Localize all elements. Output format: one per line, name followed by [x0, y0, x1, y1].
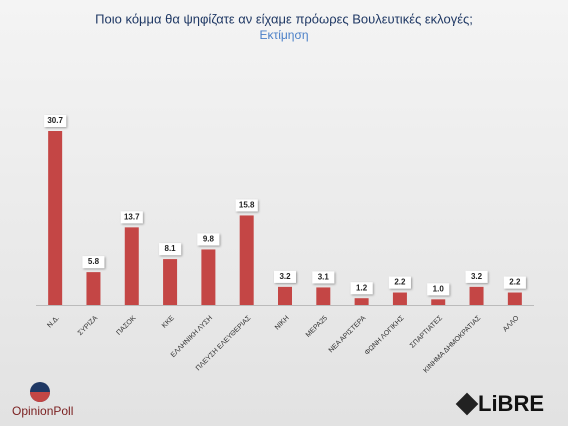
value-label: 1.2 — [356, 283, 368, 292]
value-label-box — [427, 283, 450, 296]
bar — [239, 215, 254, 305]
value-label-box — [159, 243, 182, 256]
opinionpoll-logo: OpinionPoll — [12, 382, 73, 418]
bar — [201, 249, 216, 305]
value-label: 3.1 — [318, 273, 330, 282]
logo-half — [30, 392, 50, 402]
value-label: 15.8 — [239, 201, 255, 210]
bar — [316, 287, 331, 305]
bar — [124, 227, 139, 305]
value-label-box — [388, 276, 411, 289]
bar — [86, 272, 101, 305]
value-label: 3.2 — [471, 272, 483, 281]
value-label: 2.2 — [509, 278, 521, 287]
bar — [469, 286, 484, 305]
bar — [507, 292, 522, 305]
value-label: 9.8 — [203, 235, 215, 244]
value-label: 8.1 — [165, 244, 177, 253]
value-label: 30.7 — [47, 116, 63, 125]
value-label: 5.8 — [88, 257, 100, 266]
value-label-box — [274, 270, 296, 283]
value-label: 1.0 — [433, 284, 445, 293]
logo-text: OpinionPoll — [12, 404, 73, 418]
value-label-box — [350, 282, 373, 295]
value-label-box — [465, 270, 488, 283]
chart-subtitle: Εκτίμηση — [259, 28, 308, 42]
value-label-box — [312, 271, 335, 284]
value-label-box — [503, 276, 526, 289]
logo-mark — [455, 392, 479, 416]
bar — [354, 298, 369, 305]
value-label-box — [120, 211, 143, 224]
bar — [48, 131, 63, 305]
value-label: 3.2 — [279, 272, 291, 281]
value-label-box — [82, 256, 105, 269]
libre-logo: LiBRE — [455, 391, 544, 416]
value-label-box — [44, 115, 67, 127]
bar — [163, 259, 178, 305]
value-label: 2.2 — [394, 278, 406, 287]
bar — [431, 299, 446, 305]
logo-text: LiBRE — [478, 391, 544, 416]
value-label-box — [197, 233, 220, 246]
value-label-box — [235, 199, 258, 212]
bar — [392, 292, 407, 305]
bar — [278, 286, 292, 305]
chart-title: Ποιο κόμμα θα ψηφίζατε αν είχαμε πρόωρες… — [95, 11, 473, 26]
value-label: 13.7 — [124, 212, 140, 221]
